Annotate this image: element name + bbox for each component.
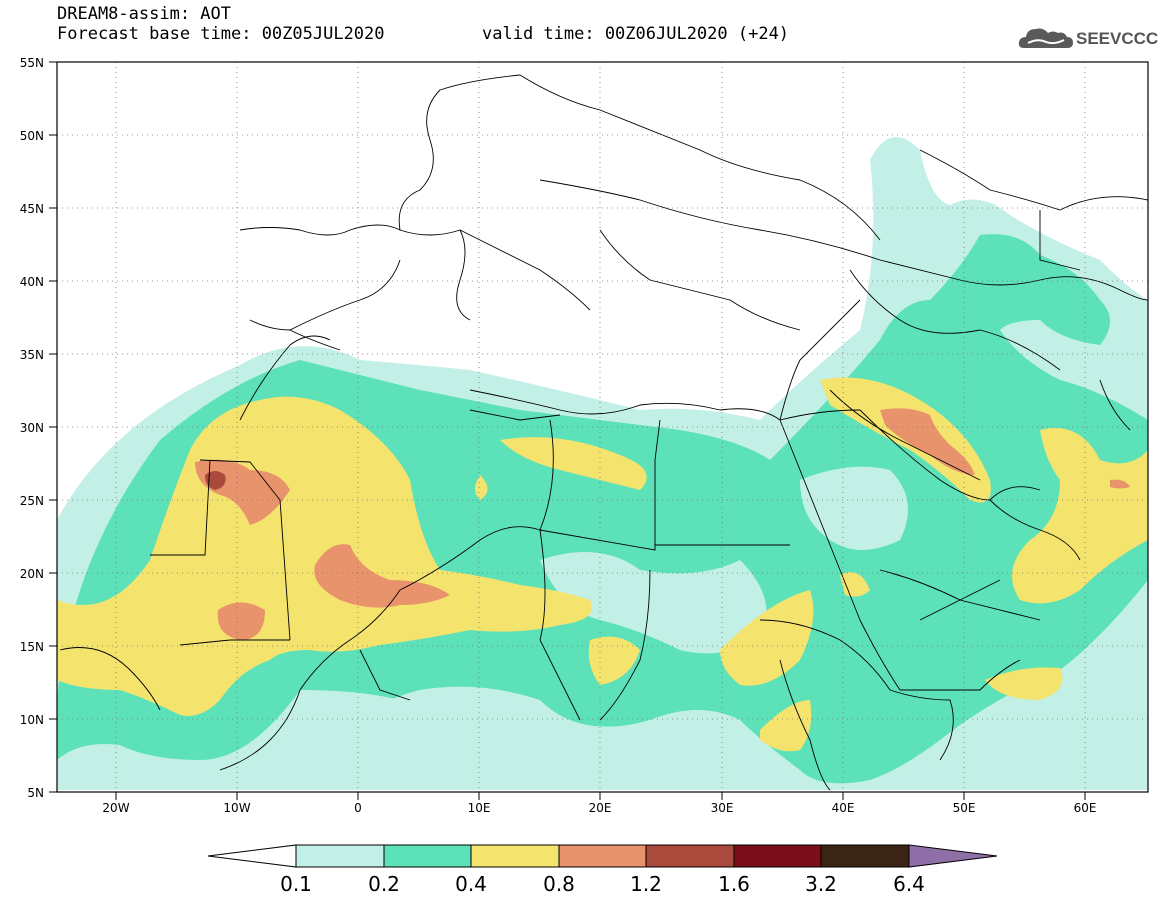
lon-label-10w: 10W [223, 801, 250, 815]
lat-label-5n: 5N [27, 786, 44, 800]
colorbar-label-0.2: 0.2 [368, 872, 400, 896]
lon-label-20w: 20W [102, 801, 129, 815]
lat-labels: 55N 50N 45N 40N 35N 30N 25N 20N 15N 10N … [20, 56, 44, 800]
colorbar-bin-6 [733, 844, 822, 868]
colorbar-label-0.1: 0.1 [280, 872, 312, 896]
lat-label-10n: 10N [20, 713, 44, 727]
colorbar-low-arrow [207, 844, 297, 868]
colorbar-label-3.2: 3.2 [805, 872, 837, 896]
lat-label-45n: 45N [20, 202, 44, 216]
colorbar-label-0.4: 0.4 [455, 872, 487, 896]
lon-label-10e: 10E [468, 801, 491, 815]
aot-fields [57, 137, 1148, 791]
colorbar-bin-2 [383, 844, 472, 868]
lat-label-25n: 25N [20, 494, 44, 508]
country-borders [59, 74, 1148, 791]
forecast-base-time: Forecast base time: 00Z05JUL2020 [57, 24, 385, 44]
lat-label-35n: 35N [20, 348, 44, 362]
title-line-1: DREAM8-assim: AOT [57, 4, 231, 24]
colorbar-bin-4 [558, 844, 647, 868]
colorbar [207, 844, 998, 868]
logo-text: SEEVCCC [1076, 29, 1159, 48]
valid-time: valid time: 00Z06JUL2020 (+24) [482, 24, 790, 44]
title-line-2: Forecast base time: 00Z05JUL2020 valid ti… [57, 24, 789, 44]
seevccc-logo: SEEVCCC [1018, 24, 1158, 54]
lat-label-15n: 15N [20, 640, 44, 654]
colorbar-bin-7 [820, 844, 910, 868]
colorbar-high-arrow [908, 844, 998, 868]
lat-label-20n: 20N [20, 567, 44, 581]
tick-marks [49, 61, 1086, 800]
colorbar-bin-3 [470, 844, 560, 868]
colorbar-bin-5 [645, 844, 735, 868]
lon-label-30e: 30E [711, 801, 734, 815]
lon-label-60e: 60E [1074, 801, 1097, 815]
lat-label-40n: 40N [20, 275, 44, 289]
lon-label-0: 0 [354, 801, 362, 815]
colorbar-label-0.8: 0.8 [543, 872, 575, 896]
lon-label-50e: 50E [953, 801, 976, 815]
lat-label-30n: 30N [20, 421, 44, 435]
lon-label-20e: 20E [589, 801, 612, 815]
colorbar-label-1.2: 1.2 [630, 872, 662, 896]
grid-lines [57, 62, 1148, 792]
lat-label-50n: 50N [20, 129, 44, 143]
aot-field-1.2 [205, 471, 226, 490]
colorbar-bin-1 [295, 844, 385, 868]
lon-labels: 20W 10W 0 10E 20E 30E 40E 50E 60E [102, 801, 1096, 815]
cloud-icon [1018, 28, 1073, 48]
lon-label-40e: 40E [832, 801, 855, 815]
colorbar-label-6.4: 6.4 [893, 872, 925, 896]
lat-label-55n: 55N [20, 56, 44, 70]
colorbar-label-1.6: 1.6 [718, 872, 750, 896]
